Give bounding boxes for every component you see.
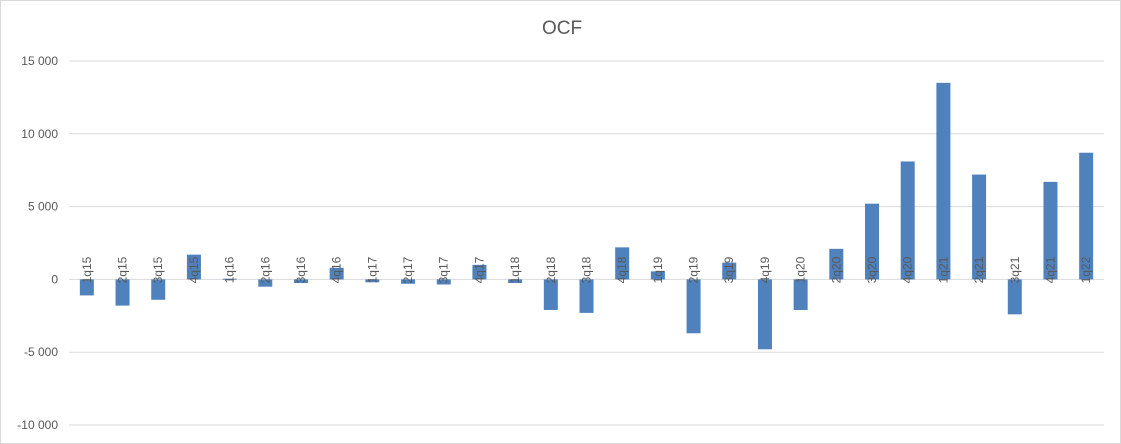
bar-1q17 bbox=[365, 279, 380, 283]
bar-3q16 bbox=[293, 279, 308, 284]
bar-2q17 bbox=[401, 279, 416, 284]
x-tick-label: 3q16 bbox=[294, 256, 308, 283]
bars bbox=[79, 82, 1094, 350]
gridlines bbox=[69, 60, 1104, 426]
y-tick-label: -5 000 bbox=[24, 345, 58, 359]
bar-1q16 bbox=[222, 278, 237, 280]
x-tick-label: 1q18 bbox=[508, 256, 522, 283]
x-tick-label: 1q17 bbox=[365, 256, 379, 283]
x-tick-label: 2q17 bbox=[401, 256, 415, 283]
bar-1q19 bbox=[650, 271, 665, 280]
x-tick-label: 3q21 bbox=[1008, 256, 1022, 283]
bar-2q21 bbox=[972, 174, 987, 280]
bar-1q21 bbox=[936, 82, 951, 280]
x-tick-label: 3q17 bbox=[437, 256, 451, 283]
x-tick-label: 2q21 bbox=[972, 256, 986, 283]
x-tick-label: 1q15 bbox=[80, 256, 94, 283]
x-tick-label: 1q16 bbox=[223, 256, 237, 283]
x-tick-label: 3q15 bbox=[151, 256, 165, 283]
bar-4q18 bbox=[615, 247, 630, 280]
y-tick-label: -10 000 bbox=[17, 418, 58, 432]
x-tick-label: 1q19 bbox=[651, 256, 665, 283]
x-tick-label: 1q21 bbox=[936, 256, 950, 283]
bar-4q17 bbox=[472, 264, 487, 280]
bar-4q19 bbox=[757, 279, 772, 350]
x-tick-label: 4q21 bbox=[1043, 256, 1057, 283]
bar-1q22 bbox=[1079, 152, 1094, 280]
x-tick-label: 3q18 bbox=[580, 256, 594, 283]
bar-4q15 bbox=[186, 254, 201, 280]
y-axis-ticks: 15 000 10 000 5 000 0 -5 000 -10 000 bbox=[17, 54, 58, 432]
x-tick-label: 4q20 bbox=[901, 256, 915, 283]
bar-2q20 bbox=[829, 248, 844, 280]
bar-2q18 bbox=[543, 279, 558, 310]
y-tick-label: 0 bbox=[51, 272, 58, 286]
bar-2q15 bbox=[115, 279, 130, 306]
x-tick-label: 4q16 bbox=[330, 256, 344, 283]
x-tick-label: 4q18 bbox=[615, 256, 629, 283]
bar-2q16 bbox=[258, 279, 273, 287]
bar-1q15 bbox=[79, 279, 94, 296]
x-tick-label: 4q19 bbox=[758, 256, 772, 283]
bar-4q16 bbox=[329, 267, 344, 280]
y-tick-label: 10 000 bbox=[21, 127, 58, 141]
bar-4q20 bbox=[900, 161, 915, 280]
bar-4q21 bbox=[1043, 181, 1058, 280]
y-tick-label: 15 000 bbox=[21, 54, 58, 68]
x-tick-label: 1q22 bbox=[1079, 256, 1093, 283]
x-axis-ticks: 1q15 2q15 3q15 4q15 1q16 2q16 3q16 4q16 1q17 2q17… bbox=[80, 256, 1093, 283]
x-tick-label: 2q19 bbox=[687, 256, 701, 283]
bar-2q19 bbox=[686, 279, 701, 334]
x-tick-label: 2q18 bbox=[544, 256, 558, 283]
x-tick-label: 4q17 bbox=[472, 256, 486, 283]
x-tick-label: 1q20 bbox=[794, 256, 808, 283]
chart-title: OCF bbox=[542, 18, 582, 39]
bar-3q17 bbox=[436, 279, 451, 285]
x-tick-label: 3q20 bbox=[865, 256, 879, 283]
x-tick-label: 4q15 bbox=[187, 256, 201, 283]
x-tick-label: 2q15 bbox=[116, 256, 130, 283]
bar-3q15 bbox=[151, 279, 166, 300]
bar-3q21 bbox=[1007, 279, 1022, 315]
bar-1q18 bbox=[508, 279, 523, 284]
y-tick-label: 5 000 bbox=[28, 200, 58, 214]
x-tick-label: 2q20 bbox=[829, 256, 843, 283]
bar-1q20 bbox=[793, 279, 808, 310]
bar-3q20 bbox=[865, 203, 880, 280]
x-tick-label: 2q16 bbox=[258, 256, 272, 283]
bar-3q19 bbox=[722, 262, 737, 280]
bar-3q18 bbox=[579, 279, 594, 313]
x-tick-label: 3q19 bbox=[722, 256, 736, 283]
